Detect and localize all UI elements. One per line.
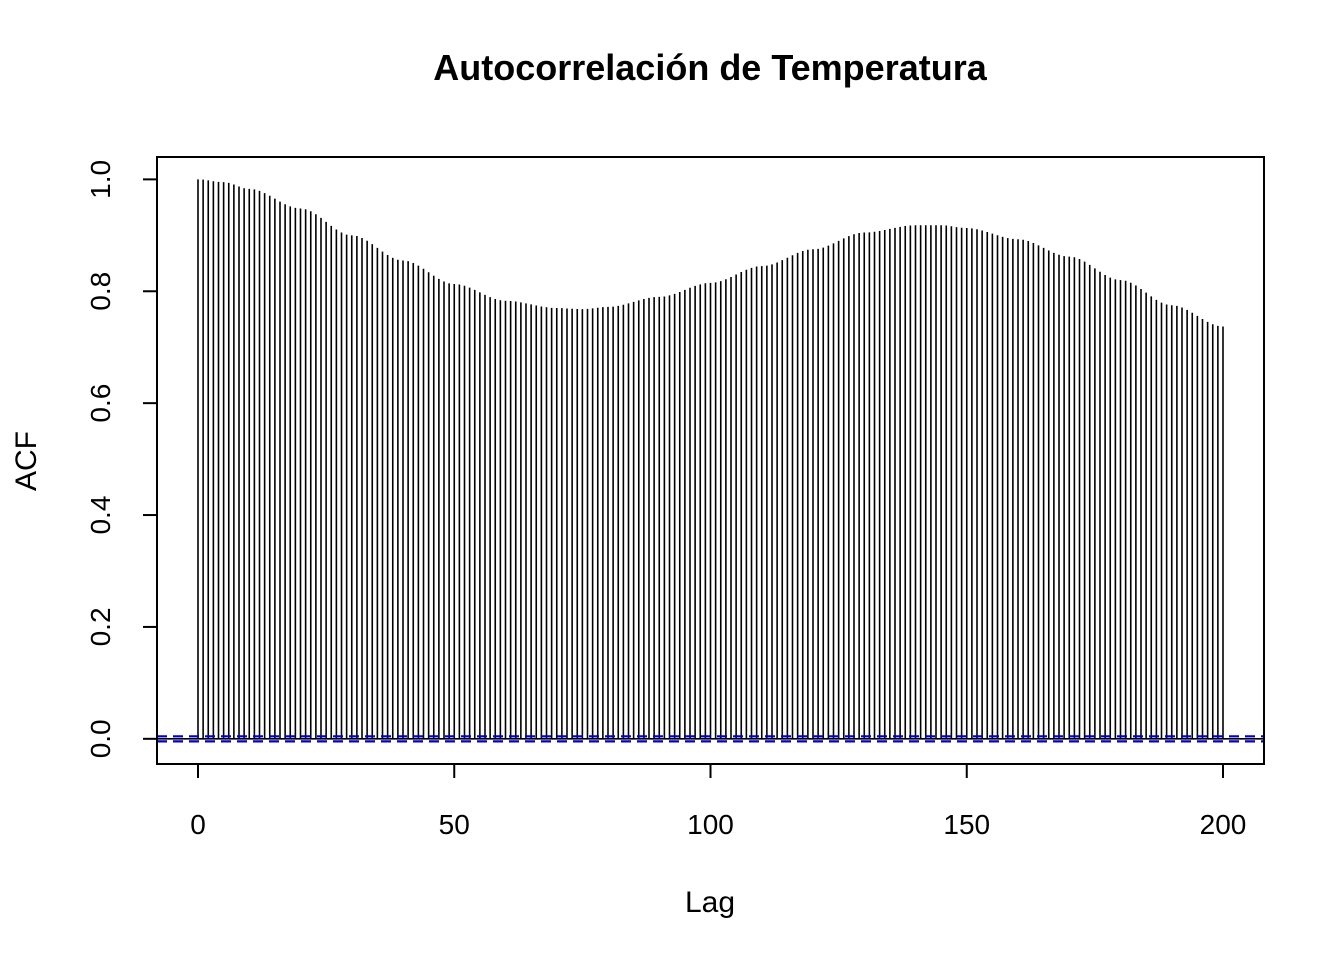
y-tick-label: 0.0 bbox=[85, 719, 116, 758]
x-tick-label: 0 bbox=[190, 809, 206, 840]
acf-bars bbox=[197, 179, 1224, 739]
chart-title: Autocorrelación de Temperatura bbox=[433, 47, 987, 88]
x-tick-label: 100 bbox=[687, 809, 734, 840]
y-tick-label: 0.8 bbox=[85, 272, 116, 311]
y-axis-label: ACF bbox=[10, 431, 43, 491]
x-axis-label: Lag bbox=[685, 886, 735, 919]
confidence-bounds bbox=[157, 735, 1264, 743]
x-tick-label: 150 bbox=[943, 809, 990, 840]
x-axis: 0 50 100 150 200 bbox=[190, 763, 1247, 840]
y-tick-label: 1.0 bbox=[85, 160, 116, 199]
y-axis: 0.0 0.2 0.4 0.6 0.8 1.0 bbox=[85, 160, 158, 758]
x-tick-label: 50 bbox=[439, 809, 470, 840]
y-tick-label: 0.2 bbox=[85, 607, 116, 646]
x-tick-label: 200 bbox=[1200, 809, 1247, 840]
y-tick-label: 0.4 bbox=[85, 496, 116, 535]
y-tick-label: 0.6 bbox=[85, 384, 116, 423]
